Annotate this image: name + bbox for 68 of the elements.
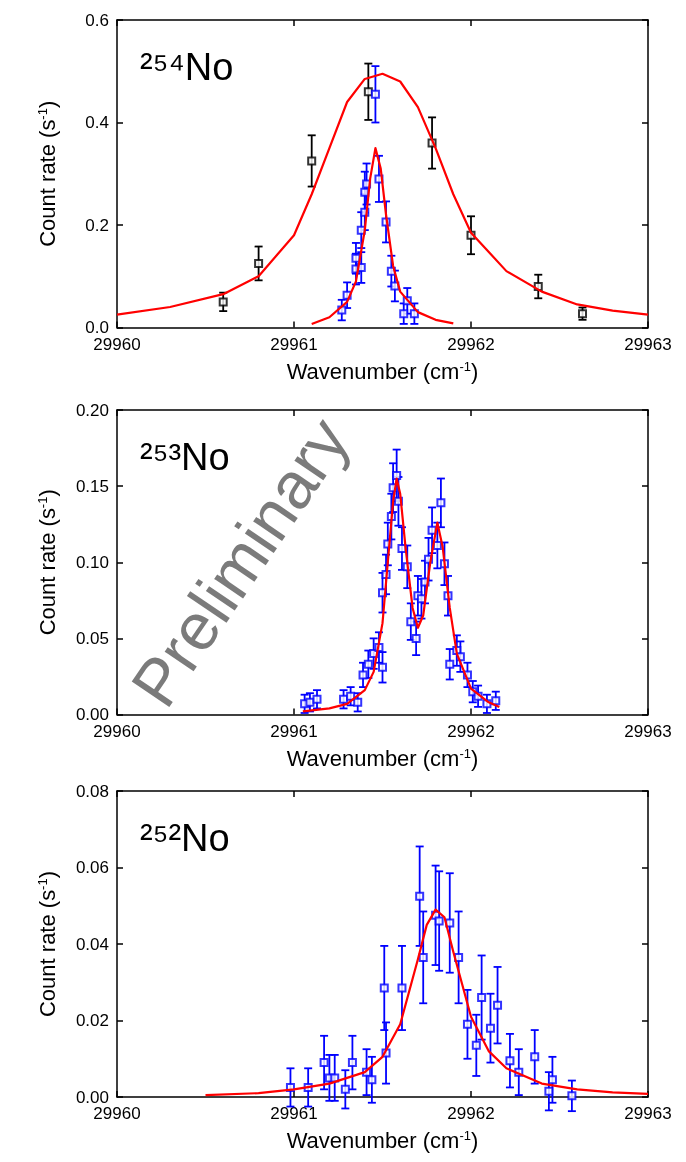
point xyxy=(397,983,407,993)
y-axis-title: Count rate (s-1) xyxy=(35,870,60,1018)
y-tick-label: 0.20 xyxy=(75,400,109,420)
point xyxy=(319,1058,329,1068)
point xyxy=(340,1084,350,1094)
y-tick-label: 0.6 xyxy=(85,10,109,30)
point xyxy=(330,1073,340,1083)
point xyxy=(415,891,425,901)
point xyxy=(218,297,228,307)
point xyxy=(347,1058,357,1068)
y-tick-label: 0.08 xyxy=(75,781,109,801)
x-tick-label: 29963 xyxy=(624,1104,672,1123)
x-tick-label: 29961 xyxy=(270,721,318,741)
x-tick-label: 29961 xyxy=(270,334,318,354)
point xyxy=(411,633,421,643)
point xyxy=(547,1075,557,1085)
point xyxy=(544,1086,554,1096)
point xyxy=(307,156,317,166)
point xyxy=(434,916,444,926)
point xyxy=(254,258,264,268)
point xyxy=(477,993,487,1003)
y-tick-label: 0.00 xyxy=(75,705,109,724)
x-tick-label: 29963 xyxy=(624,721,672,741)
point xyxy=(471,1040,481,1050)
point xyxy=(358,670,368,680)
x-tick-label: 29960 xyxy=(93,334,141,354)
y-axis-title: Count rate (s-1) xyxy=(35,489,60,636)
x-tick-label: 29962 xyxy=(447,1104,495,1123)
y-tick-label: 0.4 xyxy=(85,113,109,132)
annotation: ²⁵²No xyxy=(140,817,230,859)
point xyxy=(445,659,455,669)
x-tick-label: 29962 xyxy=(447,334,495,354)
point xyxy=(485,1023,495,1033)
y-tick-label: 0.06 xyxy=(75,858,109,877)
y-tick-label: 0.04 xyxy=(75,934,109,954)
point xyxy=(530,1052,540,1062)
point xyxy=(363,87,373,97)
point xyxy=(505,1056,515,1066)
y-axis-title: Count rate (s-1) xyxy=(35,100,60,247)
y-tick-label: 0.0 xyxy=(85,318,109,337)
point xyxy=(462,1019,472,1029)
point xyxy=(392,470,402,480)
point xyxy=(406,617,416,627)
x-tick-label: 29960 xyxy=(93,721,141,741)
point xyxy=(567,1091,577,1101)
y-tick-label: 0.15 xyxy=(75,476,109,496)
point xyxy=(379,983,389,993)
y-tick-label: 0.00 xyxy=(75,1087,109,1107)
point xyxy=(367,1075,377,1085)
annotation: ²⁵⁴No xyxy=(140,46,234,88)
point xyxy=(493,1000,503,1010)
point xyxy=(399,309,409,319)
point xyxy=(418,952,428,962)
point xyxy=(378,662,387,672)
line-series xyxy=(310,147,455,326)
y-tick-label: 0.2 xyxy=(85,215,109,235)
point xyxy=(491,696,501,706)
y-tick-label: 0.02 xyxy=(75,1011,109,1030)
y-tick-label: 0.10 xyxy=(75,552,109,572)
x-tick-label: 29961 xyxy=(270,1104,318,1123)
point xyxy=(353,697,363,707)
x-tick-label: 29960 xyxy=(93,1104,141,1123)
point xyxy=(436,498,446,508)
y-tick-label: 0.05 xyxy=(75,628,109,648)
x-tick-label: 29963 xyxy=(624,334,672,354)
point xyxy=(363,659,373,669)
point xyxy=(370,89,380,99)
x-tick-label: 29962 xyxy=(447,721,495,741)
